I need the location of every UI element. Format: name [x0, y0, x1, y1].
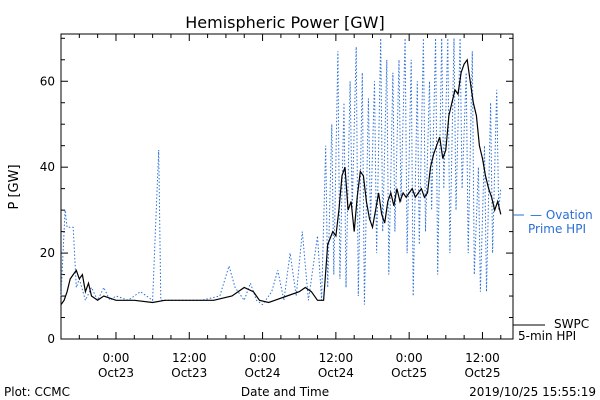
y-tick-label: 20: [40, 246, 55, 260]
legend-ovation-line2: Prime HPI: [528, 222, 586, 236]
x-tick-label-date: Oct25: [391, 366, 427, 380]
legend-swpc-line1: SWPC: [554, 317, 589, 331]
footer-timestamp: 2019/10/25 15:55:19: [469, 385, 596, 399]
y-tick-label: 60: [40, 74, 55, 88]
x-tick-label-date: Oct24: [318, 366, 354, 380]
x-tick-label-time: 12:00: [465, 351, 500, 365]
footer-plot-credit: Plot: CCMC: [4, 385, 70, 399]
y-axis-label: P [GW]: [7, 164, 22, 209]
x-axis-label: Date and Time: [241, 385, 329, 399]
x-tick-label-time: 0:00: [396, 351, 423, 365]
x-tick-label-date: Oct23: [171, 366, 207, 380]
y-tick-label: 0: [47, 332, 55, 346]
x-tick-label-date: Oct25: [464, 366, 500, 380]
legend-ovation-line1: — Ovation: [530, 208, 593, 222]
series-layer: [60, 38, 502, 306]
x-tick-label-time: 0:00: [249, 351, 276, 365]
y-tick-label: 40: [40, 160, 55, 174]
plot-frame: [60, 33, 514, 340]
chart-title: Hemispheric Power [GW]: [185, 13, 384, 32]
y-axis: 0 20 40 60: [40, 37, 513, 346]
x-tick-label-time: 12:00: [172, 351, 207, 365]
series-swpc-line: [60, 58, 502, 305]
x-tick-label-date: Oct23: [98, 366, 134, 380]
series-ovation-prime-line: [60, 38, 502, 306]
x-tick-label-date: Oct24: [245, 366, 281, 380]
x-axis: 0:00Oct2312:00Oct230:00Oct2412:00Oct240:…: [60, 34, 502, 380]
legend-swpc-line2: 5-min HPI: [518, 329, 576, 343]
x-tick-label-time: 12:00: [319, 351, 354, 365]
x-tick-label-time: 0:00: [102, 351, 129, 365]
